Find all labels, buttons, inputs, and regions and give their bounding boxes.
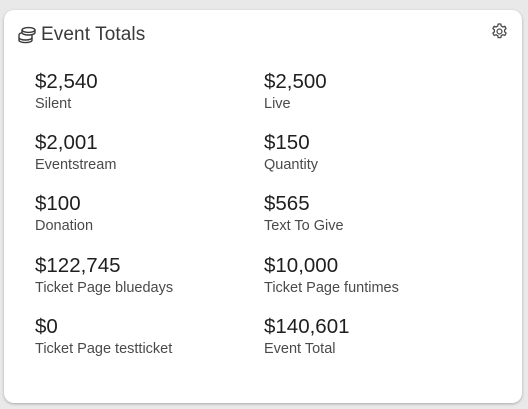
- stat-live: $2,500 Live: [264, 70, 493, 131]
- stat-ticket-page-bluedays: $122,745 Ticket Page bluedays: [35, 254, 264, 315]
- totals-grid: $2,540 Silent $2,500 Live $2,001 Eventst…: [35, 70, 495, 376]
- stat-label: Live: [264, 96, 291, 112]
- stat-value: $10,000: [264, 253, 339, 277]
- stat-label: Silent: [35, 96, 72, 112]
- stat-silent: $2,540 Silent: [35, 70, 264, 131]
- stat-label: Ticket Page funtimes: [264, 279, 399, 296]
- stat-value: $0: [35, 314, 58, 338]
- stat-label: Text To Give: [264, 218, 344, 235]
- stat-label: Donation: [35, 218, 94, 235]
- stat-ticket-page-testticket: $0 Ticket Page testticket: [35, 315, 264, 376]
- stat-label: Eventstream: [35, 157, 117, 174]
- stat-label: Event Total: [264, 340, 336, 357]
- card-header: Event Totals: [17, 24, 145, 46]
- coins-stack-icon: [17, 26, 37, 44]
- stat-value: $140,601: [264, 314, 350, 338]
- settings-button[interactable]: [488, 20, 510, 42]
- stat-quantity: $150 Quantity: [264, 131, 493, 192]
- stat-value: $565: [264, 192, 310, 216]
- stat-text-to-give: $565 Text To Give: [264, 192, 493, 253]
- stat-label: Ticket Page bluedays: [35, 279, 174, 296]
- event-totals-card: Event Totals $2,540 Silent $2,500 Live $…: [4, 10, 522, 403]
- stat-label: Quantity: [264, 157, 318, 174]
- stat-value: $2,540: [35, 70, 98, 93]
- stat-value: $122,745: [35, 253, 121, 277]
- stat-ticket-page-funtimes: $10,000 Ticket Page funtimes: [264, 254, 493, 315]
- stat-value: $150: [264, 131, 310, 155]
- stat-value: $100: [35, 192, 81, 216]
- stat-label: Ticket Page testticket: [35, 340, 173, 357]
- stat-donation: $100 Donation: [35, 192, 264, 253]
- stat-value: $2,500: [264, 70, 327, 93]
- stat-eventstream: $2,001 Eventstream: [35, 131, 264, 192]
- gear-icon: [491, 22, 507, 38]
- stat-event-total: $140,601 Event Total: [264, 315, 493, 376]
- stat-value: $2,001: [35, 131, 98, 155]
- card-title: Event Totals: [41, 24, 146, 45]
